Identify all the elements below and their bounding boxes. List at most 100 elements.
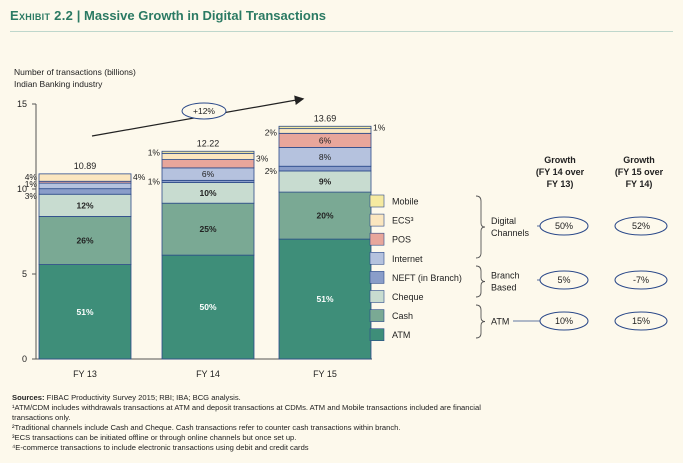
growth-fy15-oval (614, 216, 668, 236)
growth-fy15-oval (614, 311, 668, 331)
group-label: Based (491, 283, 517, 293)
footnote-4: ⁴E-commerce transactions to include elec… (12, 443, 309, 452)
bar-data-label: 6% (202, 169, 215, 179)
bar-data-label: 6% (319, 135, 332, 145)
legend-label: ATM (392, 330, 410, 340)
bar-data-label: 50% (199, 302, 216, 312)
bar-side-label: 1% (148, 176, 161, 186)
legend-label: ECS³ (392, 216, 414, 226)
bar-side-label: 4% (25, 172, 38, 182)
bar-data-label: 51% (76, 307, 93, 317)
growth-oval (181, 102, 227, 120)
y-tick-label: 10 (17, 184, 27, 194)
growth-fy14-value: 50% (555, 221, 573, 231)
bar-data-label: 51% (316, 294, 333, 304)
footnote-2: ²Traditional channels include Cash and C… (12, 423, 401, 432)
growth-fy15-value: 15% (632, 316, 650, 326)
legend-label: Cheque (392, 292, 424, 302)
bar-data-label: 10% (199, 188, 216, 198)
bar-data-label: 12% (76, 200, 93, 210)
title-separator: | (73, 8, 85, 23)
group-brace (475, 195, 486, 259)
legend: Mobile ECS³ POS Internet NEFT (in Branch) Che… (369, 194, 462, 342)
bar-data-label: 20% (316, 211, 333, 221)
exhibit-title: Exhibit 2.2 | Massive Growth in Digital … (10, 8, 326, 23)
group-label: Digital (491, 216, 516, 226)
bar-total-label: 10.89 (74, 161, 97, 171)
bar-side-label: 4% (133, 172, 146, 182)
growth-table: Growth (FY 14 over FY 13) Growth (FY 15 over… (475, 155, 668, 339)
exhibit-label: Exhibit 2.2 (10, 8, 74, 23)
legend-swatch (369, 252, 385, 265)
bar-segment-mobile (161, 150, 255, 154)
growth-col1-header: Growth (544, 155, 576, 165)
y-tick-label: 5 (22, 269, 27, 279)
bar-segment-cash (38, 216, 132, 265)
bar-data-label: 9% (319, 177, 332, 187)
bar-side-label: 1% (148, 147, 161, 157)
footnote-1-cont: transactions only. (12, 413, 71, 422)
bar-data-label: 8% (319, 152, 332, 162)
title-divider (10, 31, 673, 32)
footnote-3: ³ECS transactions can be initiated offli… (12, 433, 297, 442)
bar-segment-neft-in-branch (278, 165, 372, 172)
group-brace (475, 304, 486, 339)
legend-swatch (369, 232, 385, 246)
legend-label: Cash (392, 311, 413, 321)
growth-col2-header: FY 14) (626, 179, 653, 189)
y-axis-label-line2: Indian Banking industry (14, 79, 103, 89)
bar-segment-internet (38, 182, 132, 190)
growth-fy15-oval (614, 270, 668, 290)
growth-col2-header: (FY 15 over (615, 167, 664, 177)
bar-side-label: 3% (256, 154, 269, 164)
bar-segment-ecs (161, 152, 255, 160)
group-label: ATM (491, 317, 509, 327)
growth-col1-header: FY 13) (547, 179, 574, 189)
bar-segment-neft-in-branch (38, 188, 132, 195)
bar-total-label: 12.22 (197, 138, 220, 148)
growth-col2-header: Growth (623, 155, 655, 165)
y-tick-label: 15 (17, 99, 27, 109)
y-axis-label-line1: Number of transactions (billions) (14, 67, 136, 77)
bar-side-label: 1% (25, 179, 38, 189)
growth-annotation: +12% (193, 106, 215, 116)
growth-col1-header: (FY 14 over (536, 167, 585, 177)
growth-fy14-value: 5% (557, 275, 570, 285)
growth-fy14-oval (539, 270, 589, 290)
bar-total-label: 13.69 (314, 113, 337, 123)
growth-fy15-value: 52% (632, 221, 650, 231)
bar-segment-cash (161, 202, 255, 256)
legend-swatch (369, 309, 385, 322)
x-tick-label: FY 15 (313, 369, 337, 379)
sources-text: FIBAC Productivity Survey 2015; RBI; IBA… (44, 393, 241, 402)
bar-data-label: 25% (199, 224, 216, 234)
x-tick-label: FY 14 (196, 369, 220, 379)
group-label: Channels (491, 228, 530, 238)
bar-segment-pos (161, 159, 255, 169)
legend-label: NEFT (in Branch) (392, 273, 462, 283)
legend-label: POS (392, 235, 411, 245)
bar-segment-atm (38, 264, 132, 360)
bar-segment-ecs (38, 173, 132, 182)
growth-fy15-value: -7% (633, 275, 649, 285)
group-label: Branch (491, 271, 520, 281)
footnote-1: ¹ATM/CDM includes withdrawals transactio… (12, 403, 481, 412)
legend-swatch (369, 213, 385, 227)
growth-fy14-oval (539, 311, 589, 331)
bar-segment-mobile (278, 125, 372, 130)
bar-segment-ecs (278, 128, 372, 134)
growth-fy14-oval (539, 216, 589, 236)
footnotes: Sources: FIBAC Productivity Survey 2015;… (12, 393, 672, 453)
bar-side-label: 3% (25, 191, 38, 201)
legend-swatch (369, 328, 385, 342)
bar-segment-cash (278, 191, 372, 240)
y-tick-label: 0 (22, 354, 27, 364)
legend-swatch (369, 271, 385, 284)
bar-side-label: 2% (265, 127, 278, 137)
exhibit-title-text: Massive Growth in Digital Transactions (84, 8, 327, 23)
bar-side-label: 2% (265, 166, 278, 176)
x-tick-label: FY 13 (73, 369, 97, 379)
legend-swatch (369, 194, 385, 208)
